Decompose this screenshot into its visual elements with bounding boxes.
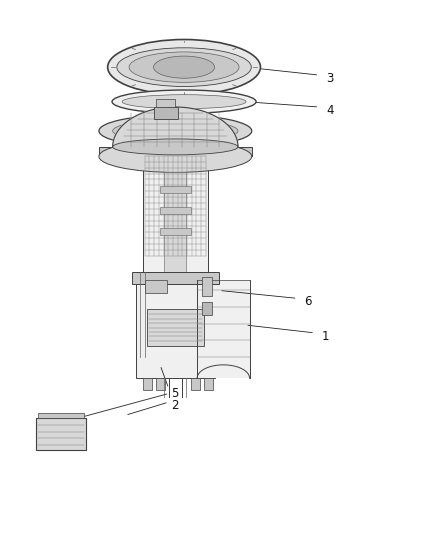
Bar (160, 228, 191, 235)
Bar (201, 302, 212, 316)
Bar (160, 185, 191, 192)
Bar (132, 272, 219, 284)
Ellipse shape (122, 95, 246, 109)
Bar (155, 378, 165, 390)
Text: 6: 6 (304, 295, 312, 308)
Bar (99, 147, 252, 157)
Bar (191, 378, 200, 390)
Ellipse shape (129, 52, 239, 83)
Text: 1: 1 (321, 329, 329, 343)
Ellipse shape (117, 48, 251, 86)
Ellipse shape (99, 115, 252, 147)
Ellipse shape (112, 90, 256, 114)
Bar (147, 309, 204, 346)
Ellipse shape (99, 141, 252, 172)
Ellipse shape (108, 39, 261, 95)
Text: 2: 2 (171, 399, 178, 413)
Text: 5: 5 (171, 386, 178, 400)
Bar (38, 413, 84, 418)
Bar (160, 207, 191, 214)
Ellipse shape (153, 56, 215, 78)
Bar (155, 99, 175, 107)
Bar (197, 280, 250, 378)
Bar (143, 151, 208, 272)
Bar (143, 378, 152, 390)
Ellipse shape (113, 120, 238, 142)
Bar (136, 272, 215, 378)
Bar (204, 378, 213, 390)
Text: 4: 4 (326, 104, 333, 117)
Text: 3: 3 (326, 72, 333, 85)
Bar (145, 280, 166, 293)
Bar (164, 172, 186, 272)
Ellipse shape (113, 139, 238, 155)
Bar (153, 107, 177, 119)
Bar (35, 418, 86, 450)
Polygon shape (113, 107, 238, 147)
Bar (201, 277, 212, 296)
